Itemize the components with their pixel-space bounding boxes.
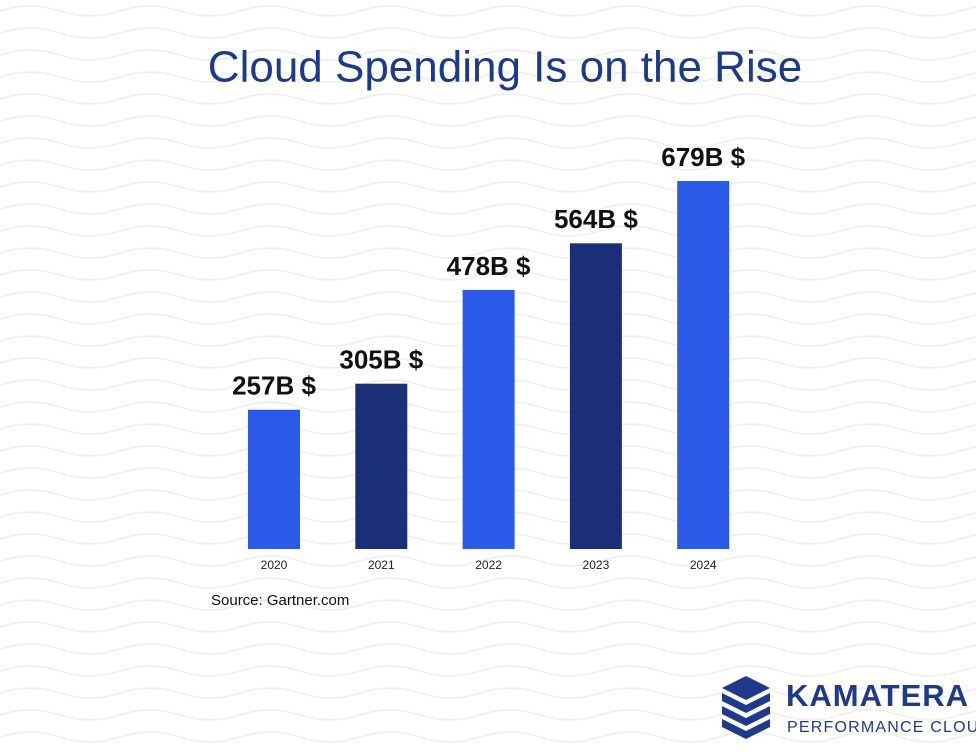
chart-title: Cloud Spending Is on the Rise bbox=[208, 43, 802, 92]
x-tick-label: 2023 bbox=[583, 558, 610, 572]
bar bbox=[462, 289, 515, 549]
bar bbox=[355, 383, 408, 549]
value-label: 679B $ bbox=[661, 142, 745, 172]
logo-name: KAMATERA bbox=[786, 678, 969, 713]
x-tick-label: 2022 bbox=[475, 558, 502, 572]
value-label: 478B $ bbox=[447, 251, 531, 281]
value-label: 257B $ bbox=[232, 371, 316, 401]
bar bbox=[569, 243, 622, 549]
logo-tagline: PERFORMANCE CLOUD bbox=[787, 719, 976, 736]
x-tick-label: 2020 bbox=[261, 558, 288, 572]
x-tick-label: 2021 bbox=[368, 558, 395, 572]
logo: KAMATERA PERFORMANCE CLOUD bbox=[722, 676, 976, 739]
x-tick-label: 2024 bbox=[690, 558, 717, 572]
bar bbox=[677, 181, 730, 549]
value-label: 305B $ bbox=[339, 345, 423, 375]
logo-icon bbox=[722, 676, 770, 739]
bar bbox=[248, 409, 300, 549]
value-label: 564B $ bbox=[554, 204, 638, 234]
source-note: Source: Gartner.com bbox=[211, 592, 349, 609]
